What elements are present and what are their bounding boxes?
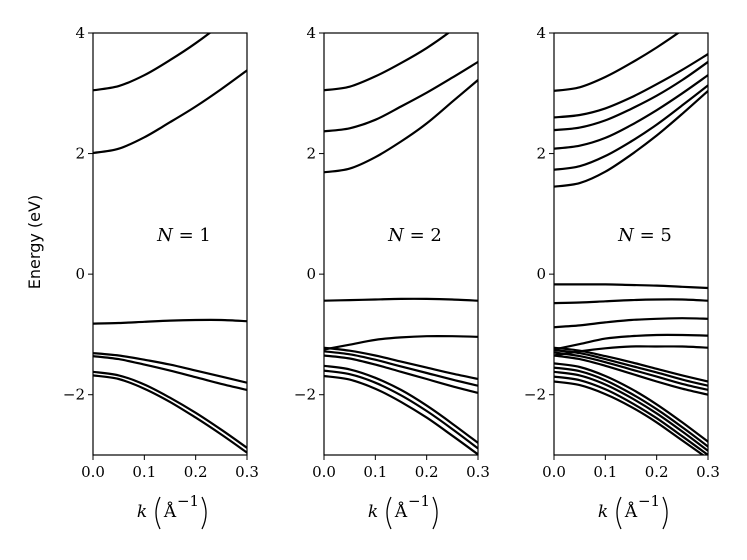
axes-frame	[323, 32, 479, 456]
y-tick-label: −2	[63, 386, 85, 404]
svg-text:Å: Å	[394, 501, 408, 522]
x-tick-label: 0.3	[696, 463, 720, 481]
band-3	[93, 318, 247, 325]
band-8	[324, 354, 478, 394]
band-2	[93, 69, 247, 155]
x-axis-label: k Å−1	[137, 492, 207, 530]
y-tick-label: 2	[306, 145, 316, 163]
x-axis-label: k Å−1	[598, 492, 668, 530]
band-5	[324, 334, 478, 351]
x-tick-label: 0.3	[235, 463, 259, 481]
x-tick-label: 0.0	[542, 463, 566, 481]
band-7	[554, 283, 708, 290]
band-13	[554, 349, 708, 387]
y-tick-label: 0	[75, 265, 85, 283]
band-6	[554, 90, 708, 188]
band-7	[93, 374, 247, 454]
y-tick-label: 0	[306, 265, 316, 283]
x-tick-label: 0.2	[645, 463, 669, 481]
band-4	[93, 352, 247, 384]
x-tick-label: 0.3	[466, 463, 490, 481]
band-4	[324, 297, 478, 302]
band-4	[554, 74, 708, 150]
band-1	[324, 33, 451, 92]
svg-text:−1: −1	[408, 492, 430, 510]
svg-text:Å: Å	[624, 501, 638, 522]
svg-text:k: k	[368, 502, 378, 522]
x-tick-label: 0.0	[81, 463, 105, 481]
x-tick-label: 0.2	[184, 463, 208, 481]
band-11	[324, 374, 478, 455]
svg-text:k: k	[598, 502, 608, 522]
band-lines	[93, 33, 247, 454]
band-7	[324, 350, 478, 387]
svg-text:k: k	[137, 502, 147, 522]
band-10	[554, 333, 708, 351]
x-axis-label: k Å−1	[368, 492, 438, 530]
band-5	[554, 84, 708, 171]
band-5	[93, 355, 247, 391]
band-6	[93, 370, 247, 449]
band-19	[554, 375, 708, 455]
band-1	[554, 33, 681, 92]
x-tick-label: 0.1	[593, 463, 617, 481]
band-2	[554, 53, 708, 119]
axes-frame	[92, 32, 248, 456]
band-15	[554, 354, 708, 396]
x-tick-label: 0.1	[363, 463, 387, 481]
band-3	[324, 79, 478, 174]
y-tick-label: 4	[306, 24, 316, 42]
band-10	[324, 369, 478, 450]
x-tick-label: 0.0	[312, 463, 336, 481]
svg-text:−1: −1	[638, 492, 660, 510]
band-18	[554, 370, 708, 452]
band-8	[554, 298, 708, 305]
panel-3: −2 0 2 4 0.0 0.1 0.2 0.3 N = 5 k Å−1	[524, 24, 720, 530]
band-9	[554, 317, 708, 329]
svg-text:Å: Å	[163, 501, 177, 522]
band-3	[554, 61, 708, 132]
y-tick-label: −2	[294, 386, 316, 404]
x-tick-label: 0.2	[415, 463, 439, 481]
panel-annotation: N = 5	[617, 225, 672, 246]
svg-text:−1: −1	[177, 492, 199, 510]
panel-annotation: N = 2	[387, 225, 442, 246]
y-tick-label: 2	[536, 145, 546, 163]
axes-frame	[553, 32, 709, 456]
band-1	[93, 33, 212, 92]
band-lines	[554, 33, 708, 455]
y-tick-label: 4	[536, 24, 546, 42]
band-14	[554, 351, 708, 391]
y-tick-label: 4	[75, 24, 85, 42]
x-tick-label: 0.1	[132, 463, 156, 481]
band-6	[324, 346, 478, 381]
band-17	[554, 366, 708, 448]
band-lines	[324, 33, 478, 455]
panel-1: −2 0 2 4 0.0 0.1 0.2 0.3 N = 1 k Å−1	[63, 24, 259, 530]
y-tick-label: 0	[536, 265, 546, 283]
y-axis-label: Energy (eV)	[25, 195, 44, 289]
band-2	[324, 60, 478, 133]
panel-annotation: N = 1	[156, 225, 211, 246]
band-20	[554, 380, 705, 455]
band-9	[324, 364, 478, 444]
band-12	[554, 346, 708, 383]
y-tick-label: 2	[75, 145, 85, 163]
band-16	[554, 362, 708, 443]
panel-2: −2 0 2 4 0.0 0.1 0.2 0.3 N = 2 k Å−1	[294, 24, 490, 530]
y-tick-label: −2	[524, 386, 546, 404]
